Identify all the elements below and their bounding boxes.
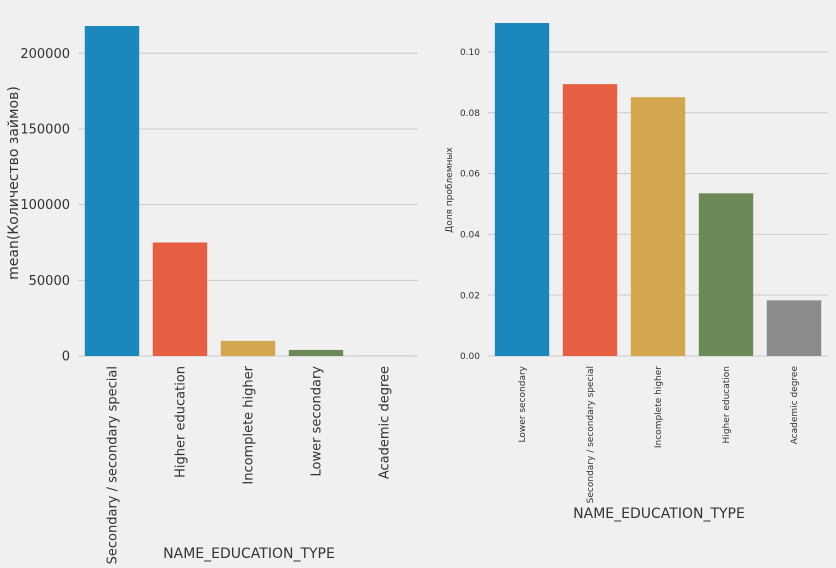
right-x-tick-labels: Lower secondary Secondary / secondary spe… xyxy=(518,365,800,503)
right-y-axis-label: Доля проблемных xyxy=(445,147,455,233)
right-x-tick-label: Secondary / secondary special xyxy=(586,366,596,503)
right-y-tick-label: 0.10 xyxy=(460,48,480,58)
right-y-tick-label: 0.02 xyxy=(460,291,480,301)
left-x-tick-labels: Secondary / secondary special Higher educ… xyxy=(106,365,393,564)
right-y-tick-label: 0.04 xyxy=(460,231,480,241)
right-bars xyxy=(494,23,822,357)
right-chart: 0.00 0.02 0.04 0.06 0.08 0.10 Lower secondary… xyxy=(445,23,828,522)
left-y-tick-label: 50000 xyxy=(29,274,70,289)
right-y-tick-label: 0.08 xyxy=(460,109,480,119)
right-bar xyxy=(494,23,550,356)
left-bar xyxy=(220,340,276,356)
right-y-tick-labels: 0.00 0.02 0.04 0.06 0.08 0.10 xyxy=(460,48,480,362)
right-y-tick-label: 0.06 xyxy=(460,170,480,180)
left-x-tick-label: Lower secondary xyxy=(310,366,325,477)
right-bar xyxy=(562,84,618,356)
left-bar xyxy=(152,242,208,356)
left-x-tick-label: Higher education xyxy=(174,366,189,478)
left-y-tick-label: 0 xyxy=(62,350,70,365)
right-bar xyxy=(766,300,822,356)
left-bars xyxy=(84,26,412,356)
left-y-tick-labels: 0 50000 100000 150000 200000 xyxy=(20,47,70,365)
right-x-axis-label: NAME_EDUCATION_TYPE xyxy=(573,506,745,522)
right-x-tick-label: Higher education xyxy=(722,366,732,443)
right-x-tick-label: Academic degree xyxy=(790,366,800,445)
left-bar xyxy=(288,349,344,356)
left-x-tick-label: Incomplete higher xyxy=(242,365,257,484)
right-y-tick-label: 0.00 xyxy=(460,352,480,362)
left-x-tick-label: Secondary / secondary special xyxy=(106,366,121,564)
left-y-tick-label: 150000 xyxy=(20,123,70,138)
right-x-tick-label: Incomplete higher xyxy=(654,366,664,448)
left-y-tick-label: 100000 xyxy=(20,198,70,213)
right-x-tick-label: Lower secondary xyxy=(518,365,528,442)
left-x-tick-label: Academic degree xyxy=(378,366,393,479)
right-bar xyxy=(630,97,686,357)
left-x-axis-label: NAME_EDUCATION_TYPE xyxy=(163,546,335,562)
left-y-tick-label: 200000 xyxy=(20,47,70,62)
left-y-axis-label: mean(Количество займов) xyxy=(6,86,22,280)
right-bar xyxy=(698,193,754,356)
left-bar xyxy=(84,26,140,356)
left-chart: 0 50000 100000 150000 200000 Secondary / sec… xyxy=(6,26,418,564)
